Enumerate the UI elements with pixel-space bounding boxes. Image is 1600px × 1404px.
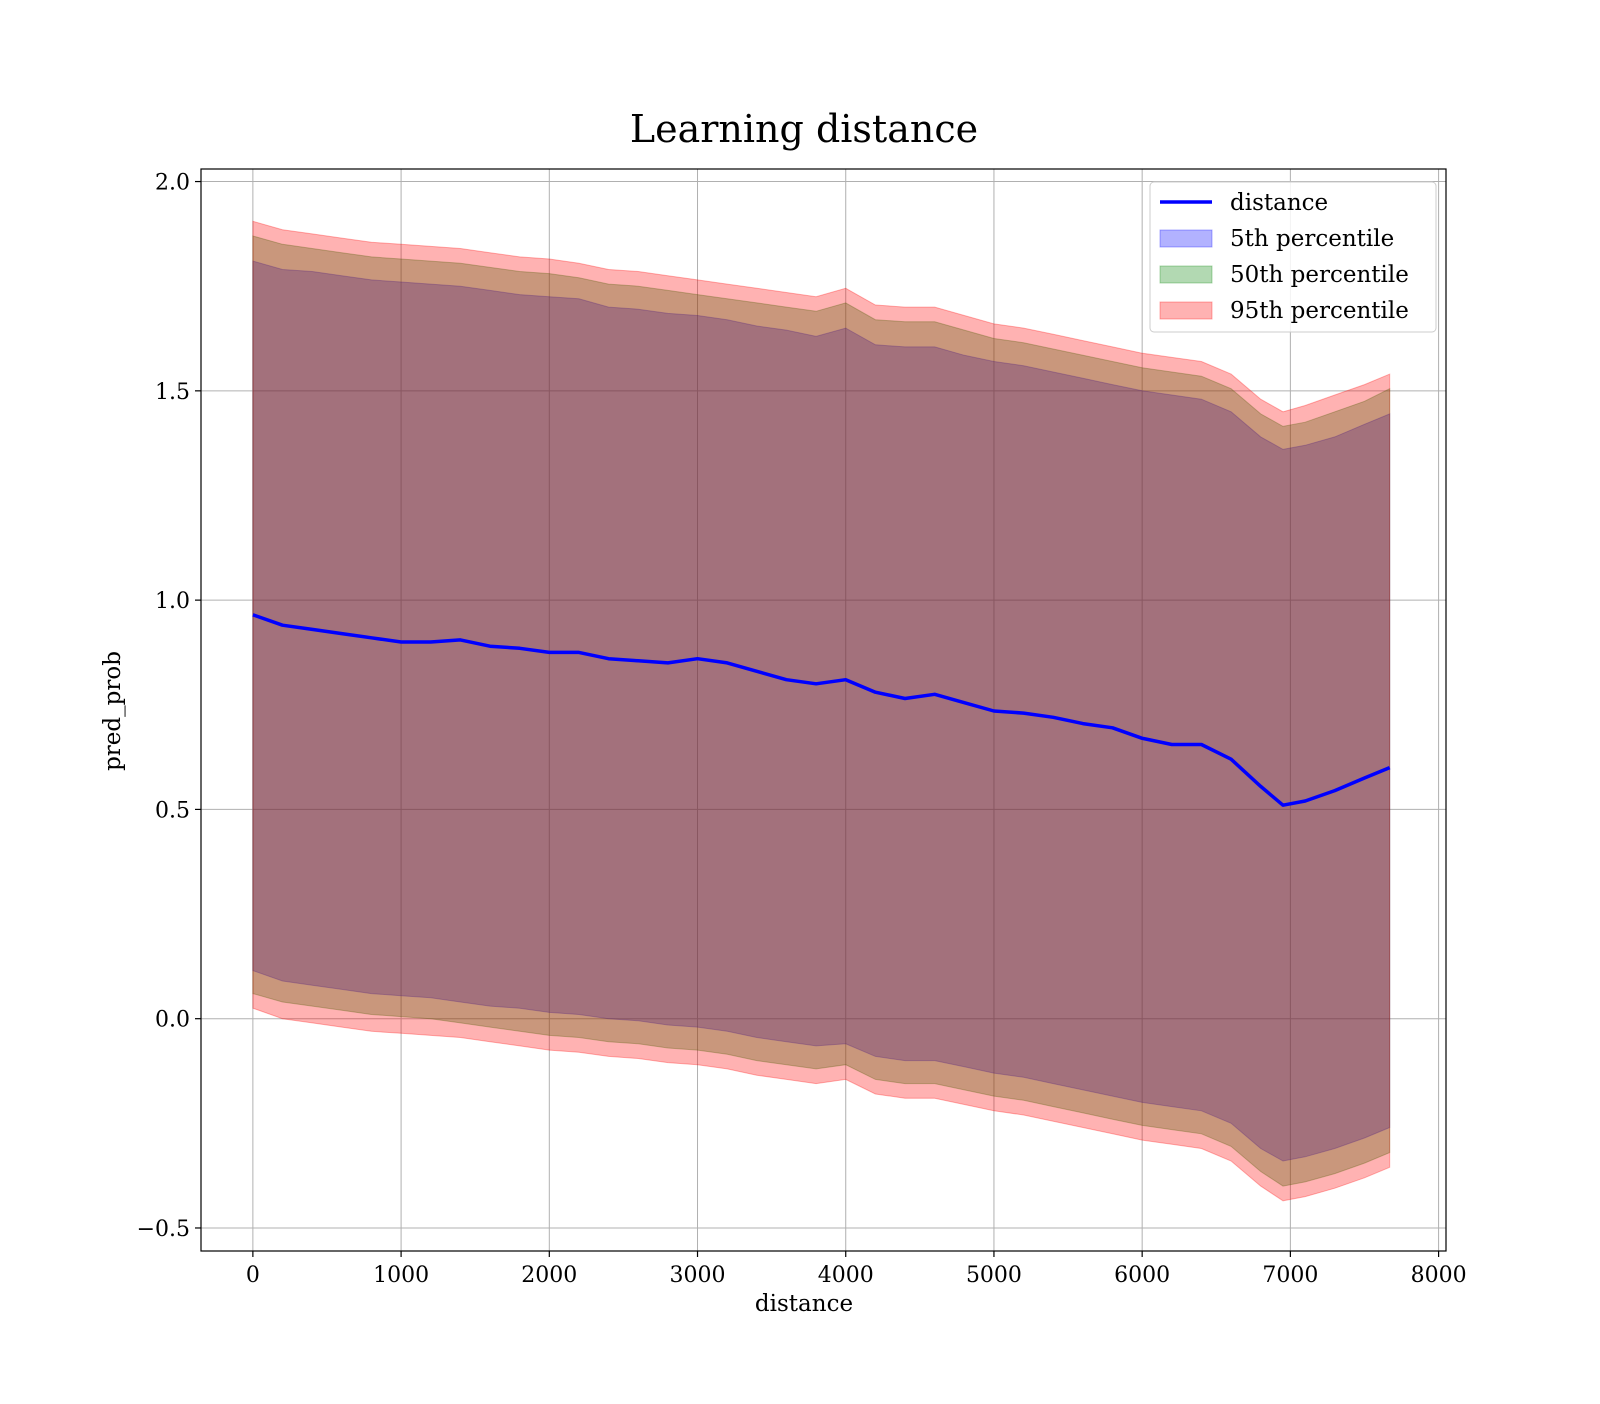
x-axis-label: distance bbox=[755, 1291, 853, 1317]
band-5th-percentile bbox=[252, 260, 1391, 1162]
y-tick-label: 0.5 bbox=[155, 798, 190, 823]
plot-area: 0 1000 2000 3000 4000 5000 6000 7000 8000 −0.5 0.0… bbox=[137, 168, 1467, 1288]
series-layer bbox=[252, 220, 1391, 1202]
legend-label-distance: distance bbox=[1230, 190, 1328, 216]
y-tick-label: −0.5 bbox=[137, 1217, 190, 1242]
band-95th-percentile bbox=[252, 220, 1391, 1202]
line-distance bbox=[252, 613, 1391, 807]
axis-ticks: 0 1000 2000 3000 4000 5000 6000 7000 8000 −0.5 0.0… bbox=[137, 171, 1467, 1288]
legend-swatch-95th-percentile bbox=[1159, 301, 1213, 320]
x-tick-label: 7000 bbox=[1262, 1263, 1318, 1288]
x-tick-label: 0 bbox=[246, 1263, 260, 1288]
chart-title: Learning distance bbox=[630, 107, 978, 151]
y-tick-label: 2.0 bbox=[155, 171, 190, 196]
x-tick-label: 8000 bbox=[1411, 1263, 1467, 1288]
x-tick-label: 3000 bbox=[670, 1263, 726, 1288]
legend-swatch-5th-percentile bbox=[1159, 229, 1213, 248]
legend: distance 5th percentile 50th percentile 95t… bbox=[1149, 181, 1437, 333]
y-tick-label: 1.0 bbox=[155, 589, 190, 614]
y-tick-label: 0.0 bbox=[155, 1008, 190, 1033]
x-tick-label: 2000 bbox=[521, 1263, 577, 1288]
legend-box bbox=[1149, 181, 1437, 333]
legend-swatch-50th-percentile bbox=[1159, 265, 1213, 284]
x-tick-label: 1000 bbox=[373, 1263, 429, 1288]
legend-label-5th-percentile: 5th percentile bbox=[1230, 226, 1394, 252]
legend-label-95th-percentile: 95th percentile bbox=[1230, 298, 1409, 324]
x-tick-label: 5000 bbox=[966, 1263, 1022, 1288]
x-tick-label: 4000 bbox=[818, 1263, 874, 1288]
plot-frame bbox=[200, 168, 1447, 1252]
band-50th-percentile bbox=[252, 235, 1391, 1187]
y-tick-label: 1.5 bbox=[155, 380, 190, 405]
legend-label-50th-percentile: 50th percentile bbox=[1230, 262, 1409, 288]
y-axis-label: pred_prob bbox=[100, 651, 126, 771]
x-tick-label: 6000 bbox=[1114, 1263, 1170, 1288]
